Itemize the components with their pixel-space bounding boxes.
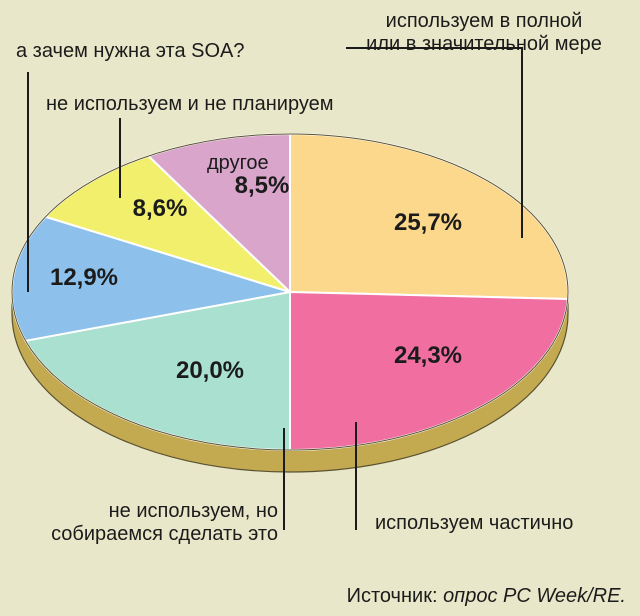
source-prefix: Источник: (346, 585, 444, 607)
pie-value-label: 24,3% (394, 342, 462, 369)
pie-value-labels: 25,7% 24,3% 20,0% 12,9% 8,6% 8,5% (50, 172, 462, 384)
leader-line (346, 47, 523, 238)
pie-value-label: 25,7% (394, 209, 462, 236)
label-partial: используем частично (375, 512, 574, 534)
label-why-soa: а зачем нужна эта SOA? (16, 40, 245, 62)
label-not-planning: не используем и не планируем (46, 93, 334, 115)
pie-value-label: 8,5% (235, 172, 290, 199)
pie-value-label: 12,9% (50, 264, 118, 291)
pie-value-label: 20,0% (176, 357, 244, 384)
pie-value-label: 8,6% (133, 195, 188, 222)
label-other: другое (207, 152, 269, 174)
label-going-to: не используем, но собираемся сделать это (51, 500, 278, 545)
label-full-usage: используем в полной или в значительной м… (366, 10, 602, 55)
leader-lines (27, 47, 523, 530)
pie-outline (11, 133, 569, 451)
source-note: Источник: опрос PC Week/RE. (347, 585, 626, 608)
source-text: опрос PC Week/RE. (443, 585, 626, 607)
pie-slices (11, 133, 569, 451)
pie-slice (289, 291, 569, 451)
